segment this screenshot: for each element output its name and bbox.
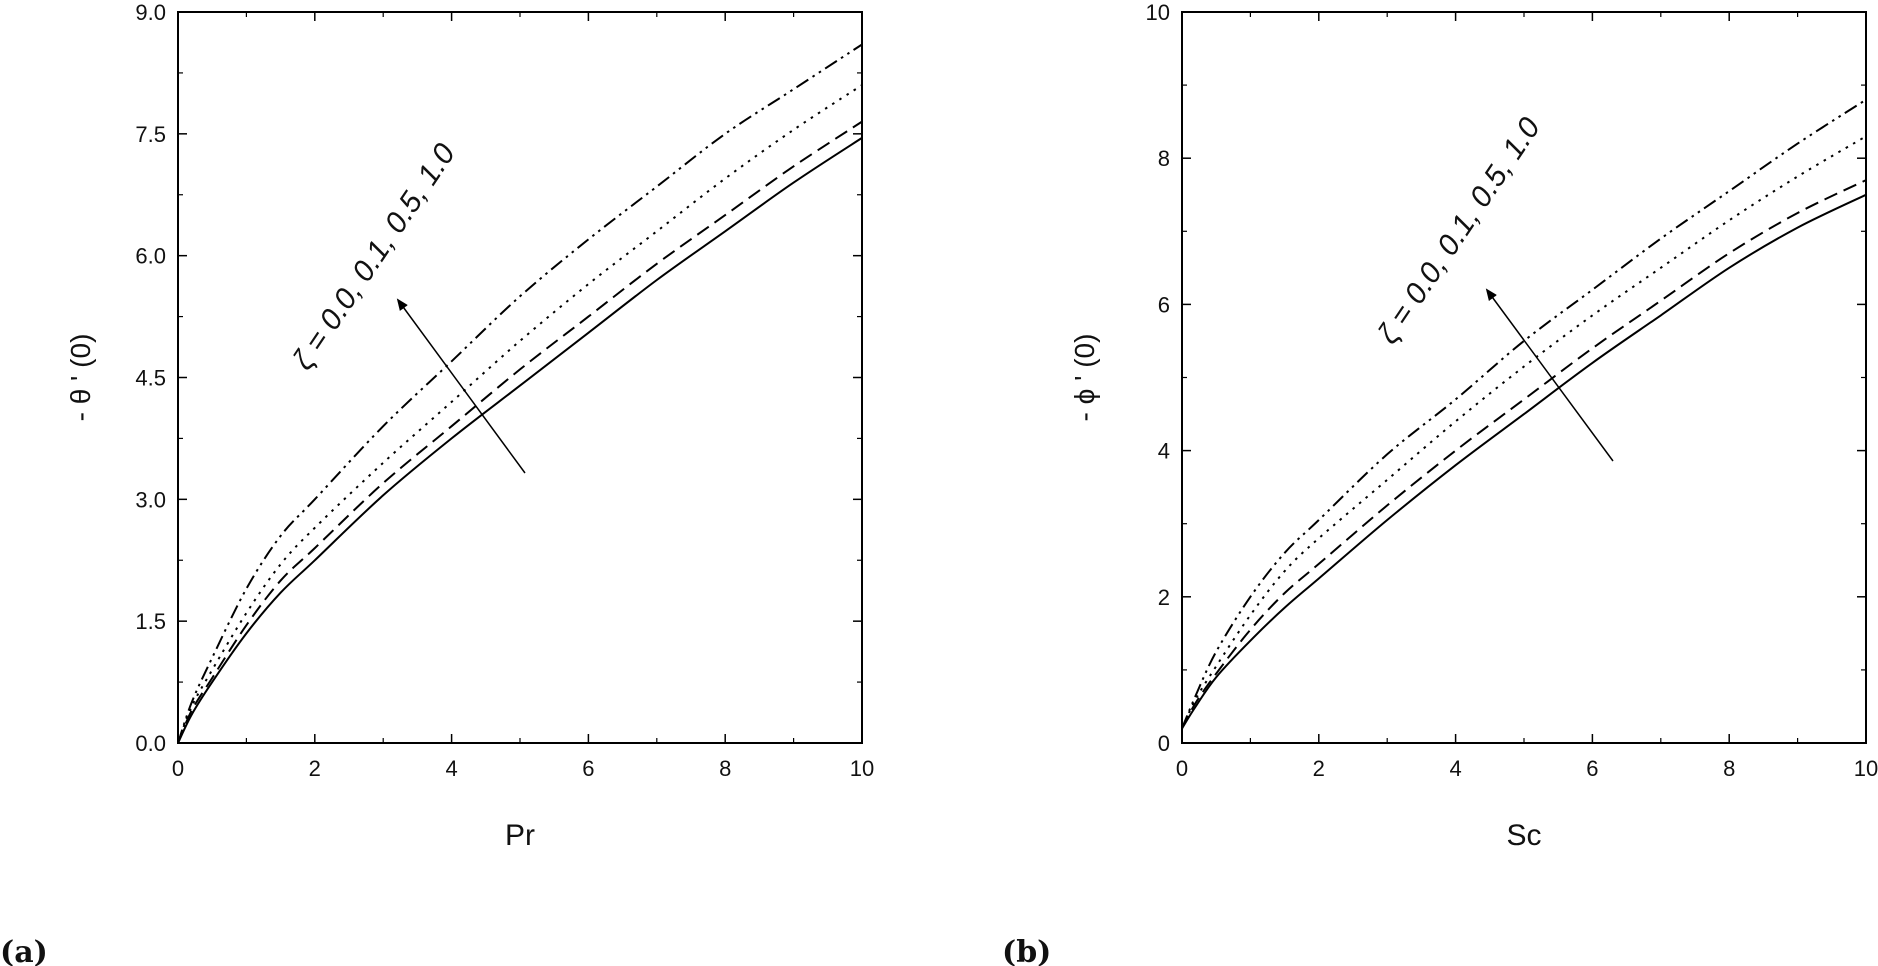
y-tick-label: 3.0 xyxy=(135,487,166,512)
annotation-label: ζ = 0.0, 0.1, 0.5, 1.0 xyxy=(1371,112,1547,350)
x-tick-label: 8 xyxy=(1723,756,1735,781)
series-line-solid xyxy=(177,137,863,744)
series-line-dashed xyxy=(1181,179,1867,729)
annotation-arrow xyxy=(1485,288,1614,462)
y-tick-label: 9.0 xyxy=(135,0,166,25)
series-line-dash-dot-dot xyxy=(1181,98,1867,729)
y-tick-label: 7.5 xyxy=(135,122,166,147)
x-tick-label: 4 xyxy=(1449,756,1461,781)
y-axis-title: - θ ' (0) xyxy=(65,334,96,422)
x-axis-title: Sc xyxy=(1506,819,1541,852)
x-tick-label: 10 xyxy=(1854,756,1878,781)
x-tick-label: 0 xyxy=(1176,756,1188,781)
x-tick-label: 8 xyxy=(719,756,731,781)
y-tick-label: 4 xyxy=(1158,439,1170,464)
series-line-dotted xyxy=(1181,135,1867,729)
annotation-arrow xyxy=(396,298,526,474)
x-tick-label: 10 xyxy=(850,756,874,781)
plot-frame xyxy=(177,11,863,744)
x-tick-label: 6 xyxy=(1586,756,1598,781)
y-tick-label: 4.5 xyxy=(135,366,166,391)
x-axis-title: Pr xyxy=(505,819,535,852)
y-tick-label: 8 xyxy=(1158,146,1170,171)
y-tick-label: 6.0 xyxy=(135,244,166,269)
series-line-dash-dot-dot xyxy=(177,43,863,744)
x-tick-label: 4 xyxy=(445,756,457,781)
panel-tag: (b) xyxy=(1002,935,1051,966)
series-line-solid xyxy=(1181,193,1867,729)
series-line-dotted xyxy=(177,84,863,744)
x-tick-label: 0 xyxy=(172,756,184,781)
x-tick-label: 2 xyxy=(309,756,321,781)
series-line-dashed xyxy=(177,120,863,744)
y-tick-label: 0 xyxy=(1158,731,1170,756)
y-tick-label: 0.0 xyxy=(135,731,166,756)
x-tick-label: 6 xyxy=(582,756,594,781)
annotation-label: ζ = 0.0, 0.1, 0.5, 1.0 xyxy=(286,138,462,376)
chart-panel-b: 0 2 4 6 8 10 0 2 4 6 8 10 Sc - ϕ ' (0) ζ = 0.0, 0.1, 0… xyxy=(1002,0,1878,966)
y-tick-label: 6 xyxy=(1158,292,1170,317)
x-tick-label: 2 xyxy=(1313,756,1325,781)
chart-panel-a: 0 2 4 6 8 10 0.0 1.5 3.0 4.5 6.0 7.5 9.0 Pr - θ ' (0) ζ… xyxy=(0,0,874,966)
y-tick-label: 10 xyxy=(1146,0,1170,25)
y-tick-label: 1.5 xyxy=(135,609,166,634)
panel-tag: (a) xyxy=(0,935,48,966)
y-axis-title: - ϕ ' (0) xyxy=(1069,334,1100,422)
y-tick-label: 2 xyxy=(1158,585,1170,610)
